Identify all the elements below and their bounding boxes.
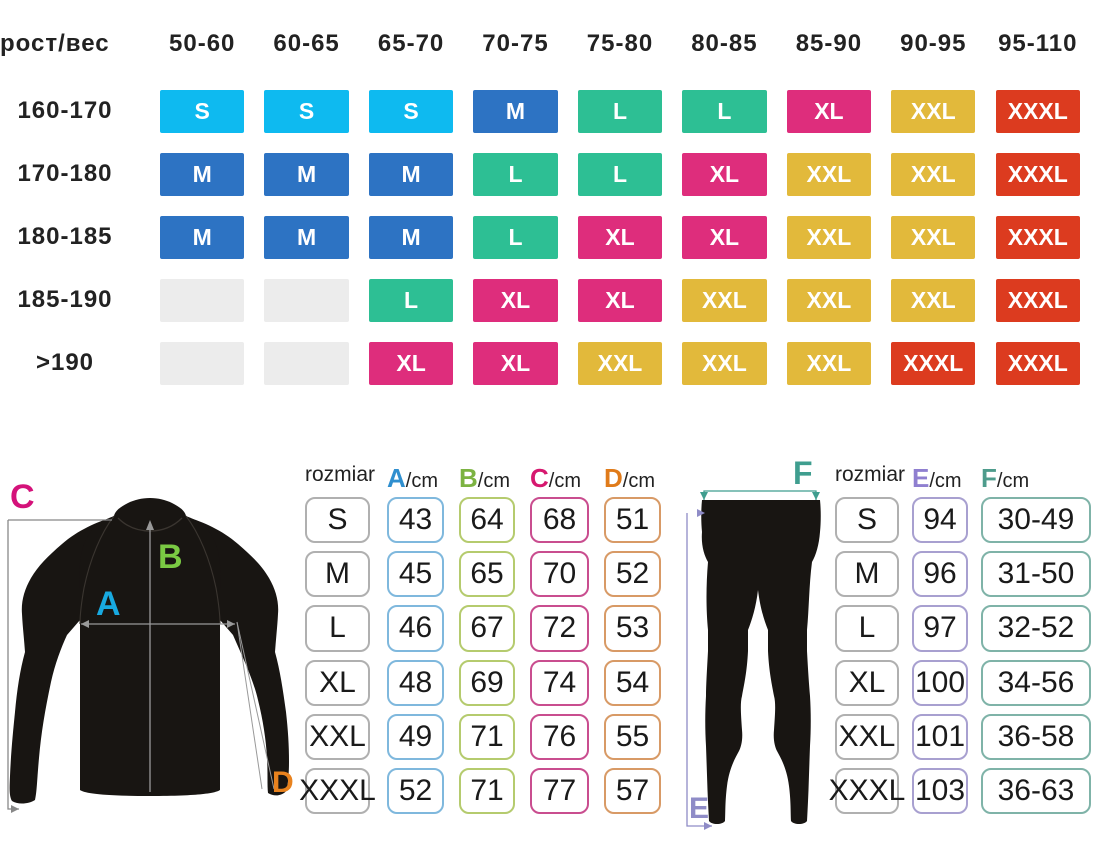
svg-text:D: D xyxy=(272,766,294,799)
svg-text:F: F xyxy=(793,455,813,491)
svg-text:B: B xyxy=(158,538,183,576)
svg-text:C: C xyxy=(10,478,35,516)
svg-text:A: A xyxy=(96,585,121,623)
svg-text:E: E xyxy=(689,792,709,825)
